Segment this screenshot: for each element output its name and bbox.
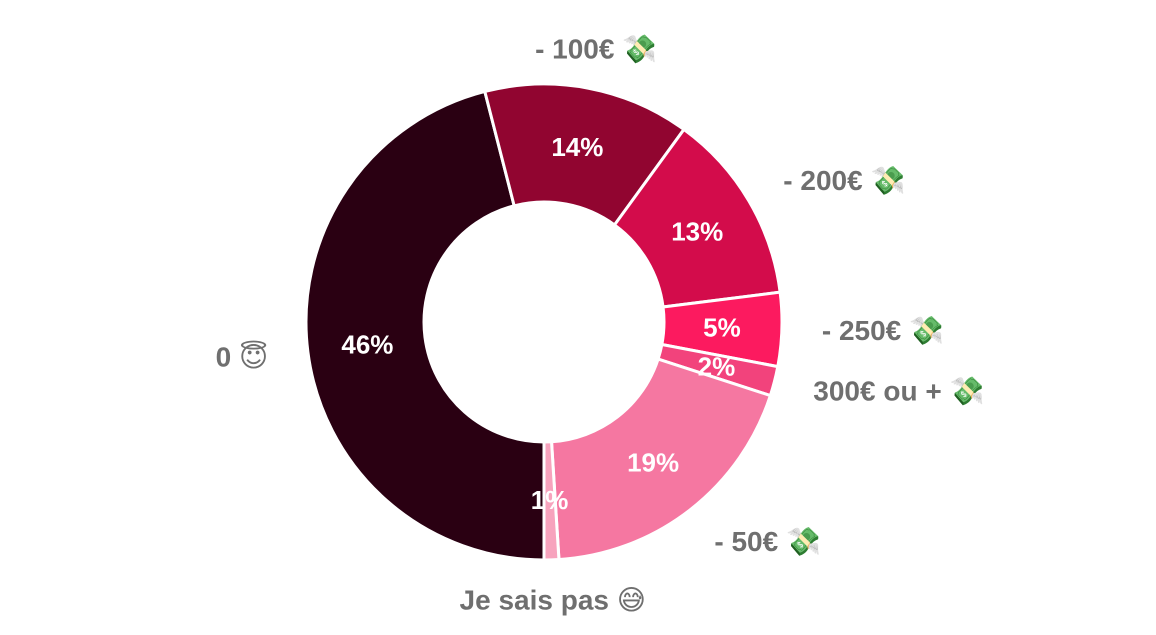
slice-category-label-3: - 250€ 💸: [822, 315, 944, 346]
slice-value-label-3: 5%: [703, 313, 741, 343]
slice-0: [304, 89, 546, 562]
slice-value-label-0: 46%: [341, 329, 393, 359]
slice-5: [549, 357, 773, 562]
slice-category-label-1: - 100€ 💸: [535, 33, 657, 64]
slice-6: [542, 440, 561, 562]
slice-value-label-6: 1%: [531, 485, 569, 515]
slice-category-label-5: - 50€ 💸: [714, 526, 820, 557]
value-labels-layer: 46% 14% 13% 5% 2% 19% 1%: [341, 132, 740, 515]
slice-category-label-2: - 200€ 💸: [783, 165, 905, 196]
slices-layer: [304, 82, 784, 562]
slice-2: [612, 127, 782, 309]
slice-value-label-4: 2%: [698, 351, 736, 381]
slice-value-label-2: 13%: [671, 216, 723, 246]
slice-1: [482, 82, 686, 228]
slice-category-label-6: Je sais pas 😅: [460, 584, 646, 615]
slice-value-label-5: 19%: [627, 448, 679, 478]
category-labels-layer: 0 😇 - 100€ 💸 - 200€ 💸 - 250€ 💸 300€ ou + 💸 - …: [216, 33, 985, 615]
slice-category-label-4: 300€ ou + 💸: [813, 376, 984, 407]
slice-value-label-1: 14%: [551, 132, 603, 162]
slice-category-label-0: 0 😇: [216, 340, 269, 372]
